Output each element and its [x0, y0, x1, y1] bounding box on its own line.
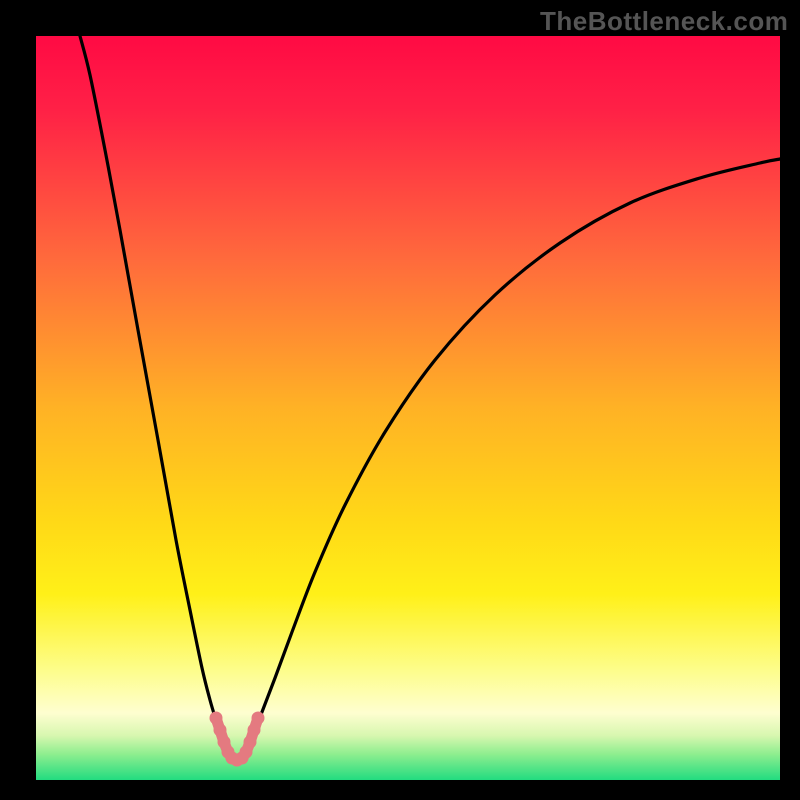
- bottom-u-right-dot-3: [244, 736, 257, 749]
- bottom-u-right-dot-4: [248, 724, 261, 737]
- stage: TheBottleneck.com: [0, 0, 800, 800]
- watermark-text: TheBottleneck.com: [540, 6, 788, 37]
- curve-right: [252, 159, 780, 738]
- bottom-u-right-dot-5: [252, 712, 265, 725]
- bottom-u-left-dot-1: [214, 724, 227, 737]
- curve-left: [80, 36, 222, 738]
- bottom-u-left-dot-0: [210, 712, 223, 725]
- curve-overlay: [0, 0, 800, 800]
